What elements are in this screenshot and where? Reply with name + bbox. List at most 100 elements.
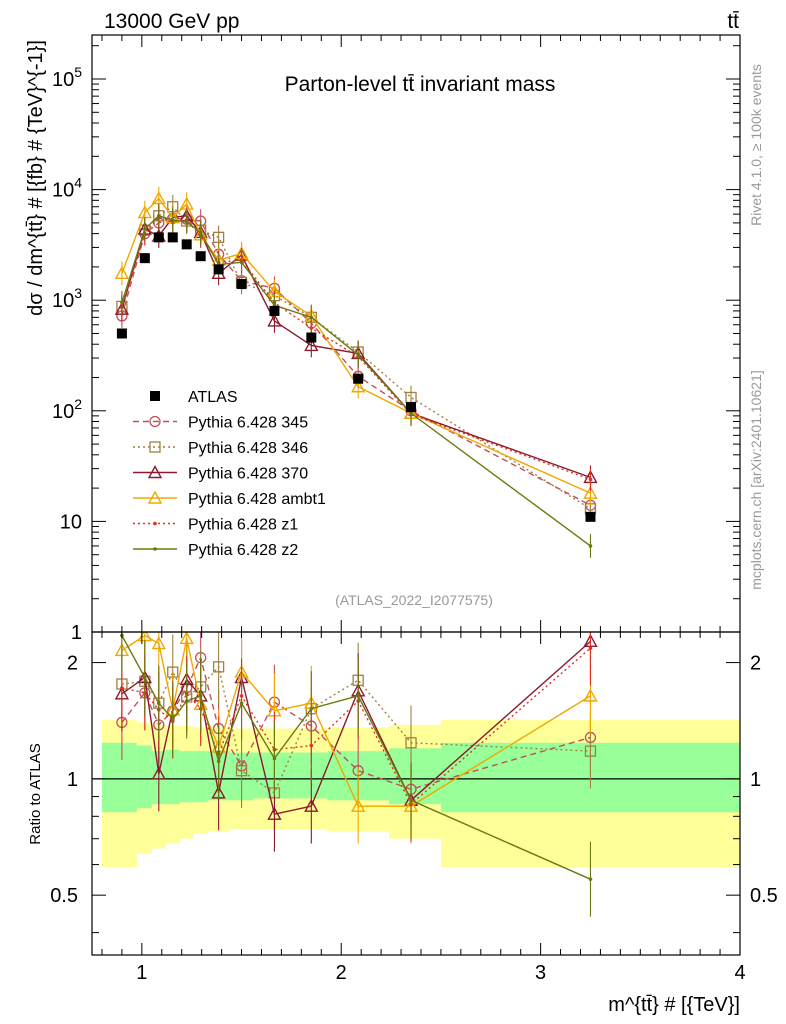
legend-label: Pythia 6.428 ambt1 [188,491,326,508]
legend-marker [149,441,161,453]
energy-label: 13000 GeV pp [104,10,239,33]
data-point [156,213,161,218]
x-tick-label: 4 [734,962,745,984]
legend-entry: Pythia 6.428 370 [133,465,308,483]
ratio-point [120,686,124,690]
ratio-tick-label: 1 [67,769,78,791]
ratio-point [198,694,203,698]
legend-entry: Pythia 6.428 ambt1 [133,490,326,508]
series-3 [114,186,598,506]
data-point [356,353,360,357]
legend-label: ATLAS [188,389,238,406]
reference-point [406,402,417,413]
legend-marker [150,391,160,401]
analysis-id-label: (ATLAS_2022_I2077575) [335,592,493,608]
x-axis-label: m^{tt̄} # [{TeV}] [608,994,740,1016]
legend-marker [153,547,157,551]
y-tick-label: 104 [52,175,82,202]
ratio-point [588,646,593,650]
mcplots-label: mcplots.cern.ch [arXiv:2401.10621] [748,370,764,589]
data-point [588,477,593,482]
ratio-point [356,694,360,698]
uncertainty-band-inner [389,748,441,805]
ratio-point [584,745,597,757]
reference-point [139,253,150,264]
reference-point [236,279,247,290]
data-point [212,231,225,244]
ratio-point [583,688,598,702]
ratio-point [309,706,314,711]
legend-label: Pythia 6.428 370 [188,466,308,483]
ratio-point [179,632,194,645]
uncertainty-band-inner [193,751,208,803]
y-tick-label: 105 [52,64,82,91]
ratio-tick-label: 0.5 [750,885,778,907]
ratio-point [151,636,166,650]
legend-marker [147,465,163,479]
x-tick-label: 1 [136,962,147,984]
legend-entry: ATLAS [150,389,238,406]
ratio-point [151,766,166,780]
ratio-y-axis-label: Ratio to ATLAS [27,743,44,844]
reference-point [213,264,224,275]
data-point [143,227,147,231]
data-point [267,313,282,327]
series-5 [120,203,593,558]
ratio-tick-label: 2 [67,653,78,675]
uncertainty-band-inner [179,751,194,803]
ratio-point [156,701,161,705]
data-point [151,191,166,205]
y-tick-label: 103 [52,285,82,312]
ratio-tick-label: 1 [750,769,761,791]
ratio-point [588,877,593,881]
legend-entry: Pythia 6.428 z1 [133,517,298,534]
reference-point [181,239,192,250]
x-tick-label: 3 [535,962,546,984]
legend-label: Pythia 6.428 z1 [188,517,298,534]
y-tick-label: 1 [71,622,82,644]
legend: ATLAS Pythia 6.428 345 Pythia 6.428 346 Pyt… [133,389,326,559]
data-point [588,544,593,548]
ratio-point [143,675,147,680]
uncertainty-band-inner [101,742,137,813]
ratio-point [170,717,175,721]
ratio-point [184,699,189,703]
legend-entry: Pythia 6.428 z2 [133,542,298,559]
main-plot-layer [114,186,598,558]
ratio-point [405,737,417,749]
data-point [304,337,319,352]
ratio-point [239,701,244,705]
ratio-point [272,756,277,761]
x-tick-label: 2 [336,962,347,984]
reference-point [167,232,178,243]
ratio-point [212,661,225,673]
ratio-panel [92,632,740,917]
ratio-point [216,759,221,764]
reference-point [195,251,206,262]
data-point [198,230,203,235]
legend-label: Pythia 6.428 z2 [188,542,298,559]
y-tick-label: 10 [60,511,82,533]
rivet-label: Rivet 4.1.0, ≥ 100k events [748,64,764,226]
ratio-point [409,798,413,803]
process-label: tt̄ [727,10,739,33]
chart-title: Parton-level tt̄ invariant mass [285,73,556,96]
legend-label: Pythia 6.428 346 [188,440,308,457]
ratio-frame [91,631,741,956]
ratio-series-5 [120,632,593,917]
ratio-point [350,798,366,812]
data-point [170,218,175,222]
reference-series [116,232,596,522]
legend-entry: Pythia 6.428 346 [133,440,308,457]
ratio-tick-label: 2 [750,653,761,675]
data-point [239,260,244,265]
reference-point [153,232,164,243]
data-point [184,220,189,224]
ratio-point [235,765,248,777]
data-point [120,300,124,305]
legend-label: Pythia 6.428 345 [188,415,308,432]
reference-point [585,511,596,522]
reference-point [269,305,280,316]
data-point [309,315,314,320]
uncertainty-band-inner [165,749,180,805]
